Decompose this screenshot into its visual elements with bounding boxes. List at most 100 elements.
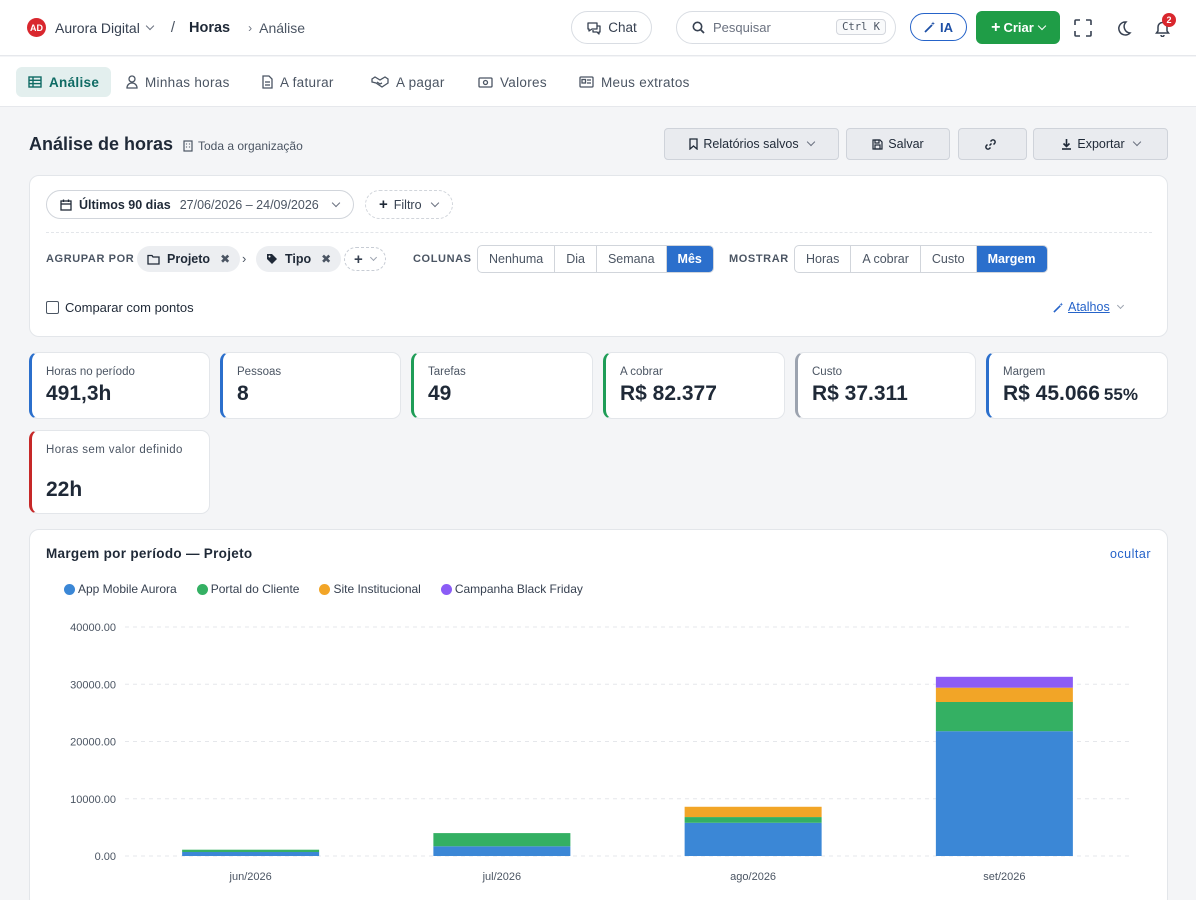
legend-item[interactable]: Portal do Cliente	[196, 582, 299, 596]
show-option-custo[interactable]: Custo	[921, 246, 977, 272]
compare-checkbox[interactable]	[46, 301, 59, 314]
period-range: 27/06/2026 – 24/09/2026	[179, 197, 319, 212]
export-button[interactable]: Exportar	[1033, 128, 1168, 160]
legend-item[interactable]: Campanha Black Friday	[440, 582, 583, 596]
columns-option-dia[interactable]: Dia	[555, 246, 597, 272]
kpi-value: R$ 82.377	[620, 382, 717, 405]
copy-link-button[interactable]	[958, 128, 1027, 160]
kpi-card-pessoas: Pessoas 8	[220, 352, 401, 419]
chevron-down-icon	[369, 253, 377, 261]
bar-segment	[684, 817, 822, 823]
x-tick-label: jul/2026	[482, 871, 522, 883]
chevron-down-icon	[1037, 21, 1047, 30]
add-filter-button[interactable]: + Filtro	[365, 190, 453, 219]
chat-label: Chat	[608, 20, 637, 35]
show-option-margem[interactable]: Margem	[976, 246, 1047, 272]
saved-reports-button[interactable]: Relatórios salvos	[664, 128, 839, 160]
period-selector[interactable]: Últimos 90 dias 27/06/2026 – 24/09/2026	[46, 190, 354, 219]
columns-label: COLUNAS	[413, 253, 472, 265]
show-option-a-cobrar[interactable]: A cobrar	[851, 246, 921, 272]
group-by-label: AGRUPAR POR	[46, 253, 135, 265]
tab-a-faturar[interactable]: A faturar	[250, 67, 346, 97]
ai-label: IA	[940, 19, 953, 35]
kpi-value-percent: 55%	[1103, 385, 1138, 404]
tab-analise[interactable]: Análise	[16, 67, 112, 97]
columns-option-semana[interactable]: Semana	[597, 246, 667, 272]
dark-mode-toggle[interactable]	[1111, 16, 1135, 40]
page-title: Análise de horas	[29, 134, 174, 154]
tab-valores[interactable]: Valores	[466, 67, 559, 97]
group-chip-label: Tipo	[285, 252, 312, 266]
kpi-label: Margem	[1003, 366, 1046, 378]
columns-option-nenhuma[interactable]: Nenhuma	[478, 246, 556, 272]
tab-minhas-horas[interactable]: Minhas horas	[114, 67, 242, 97]
stacked-bar-chart: 0.00 10000.00 20000.00 30000.00 40000.00 jun/…	[70, 622, 1130, 883]
notifications-button[interactable]: 2	[1150, 13, 1176, 40]
fullscreen-button[interactable]	[1071, 16, 1095, 40]
hide-chart-link[interactable]: ocultar	[1109, 547, 1151, 561]
create-button[interactable]: + Criar	[976, 11, 1060, 44]
show-segmented-control: Horas A cobrar Custo Margem	[794, 245, 1048, 273]
magic-wand-icon	[924, 21, 935, 33]
bar-segment	[433, 846, 571, 856]
notifications-badge: 2	[1162, 13, 1176, 27]
margin-chart-card: Margem por período — Projeto ocultar App…	[29, 529, 1168, 900]
breadcrumb-section[interactable]: Horas	[189, 19, 231, 36]
shortcuts-link[interactable]: Atalhos	[1053, 300, 1124, 314]
chevron-down-icon	[1116, 301, 1124, 309]
y-tick-label: 10000.00	[70, 794, 116, 806]
chevron-down-icon	[806, 137, 815, 147]
legend-dot	[319, 583, 331, 595]
building-icon	[183, 140, 193, 152]
kpi-value: R$ 45.066 55%	[1003, 382, 1138, 406]
ai-button[interactable]: IA	[910, 13, 967, 41]
show-option-horas[interactable]: Horas	[795, 246, 852, 272]
kpi-card-custo: Custo R$ 37.311	[795, 352, 976, 419]
tab-meus-extratos[interactable]: Meus extratos	[567, 67, 702, 97]
group-chip-projeto[interactable]: Projeto ✖	[137, 246, 241, 272]
bar-segment	[935, 676, 1073, 688]
remove-icon[interactable]: ✖	[220, 252, 231, 266]
legend-label: Site Institucional	[333, 582, 421, 596]
chevron-right-icon: ›	[248, 20, 253, 35]
bar-segment	[684, 806, 822, 818]
columns-option-mes[interactable]: Mês	[666, 246, 713, 272]
add-group-button[interactable]: +	[344, 247, 386, 271]
save-button[interactable]: Salvar	[846, 128, 950, 160]
chevron-down-icon	[1132, 137, 1141, 147]
filter-label: Filtro	[393, 197, 422, 212]
org-name: Aurora Digital	[55, 19, 140, 36]
chat-button[interactable]: Chat	[571, 11, 652, 44]
group-chip-tipo[interactable]: Tipo ✖	[256, 246, 342, 272]
saved-reports-label: Relatórios salvos	[703, 137, 799, 151]
tab-label: Minhas horas	[145, 74, 230, 90]
y-tick-label: 0.00	[95, 851, 116, 863]
kpi-label: Tarefas	[428, 366, 466, 378]
kpi-label: Custo	[812, 366, 843, 378]
search-box[interactable]: Pesquisar Ctrl K	[676, 11, 896, 44]
org-switcher[interactable]: AD Aurora Digital	[27, 18, 155, 37]
remove-icon[interactable]: ✖	[321, 252, 332, 266]
legend-item[interactable]: App Mobile Aurora	[64, 582, 177, 596]
tab-label: Meus extratos	[601, 74, 690, 90]
bar-segment	[935, 687, 1073, 702]
search-placeholder: Pesquisar	[713, 20, 771, 35]
tab-label: Análise	[49, 74, 100, 90]
legend-label: App Mobile Aurora	[78, 582, 177, 596]
save-label: Salvar	[888, 137, 924, 151]
fullscreen-icon	[1074, 19, 1092, 37]
legend-item[interactable]: Site Institucional	[319, 582, 421, 596]
legend-dot	[440, 583, 452, 595]
kpi-value: 8	[237, 382, 249, 405]
chevron-down-icon	[430, 198, 439, 207]
tab-label: A pagar	[396, 74, 445, 90]
y-tick-label: 20000.00	[70, 737, 116, 749]
statement-icon	[579, 76, 594, 88]
chart-legend: App Mobile Aurora Portal do Cliente Site…	[64, 582, 603, 596]
floppy-disk-icon	[872, 138, 883, 150]
chevron-right-icon: ›	[242, 251, 247, 266]
period-label: Últimos 90 dias	[79, 197, 171, 212]
legend-dot	[196, 583, 208, 595]
tab-a-pagar[interactable]: A pagar	[359, 67, 457, 97]
moon-icon	[1117, 20, 1132, 36]
